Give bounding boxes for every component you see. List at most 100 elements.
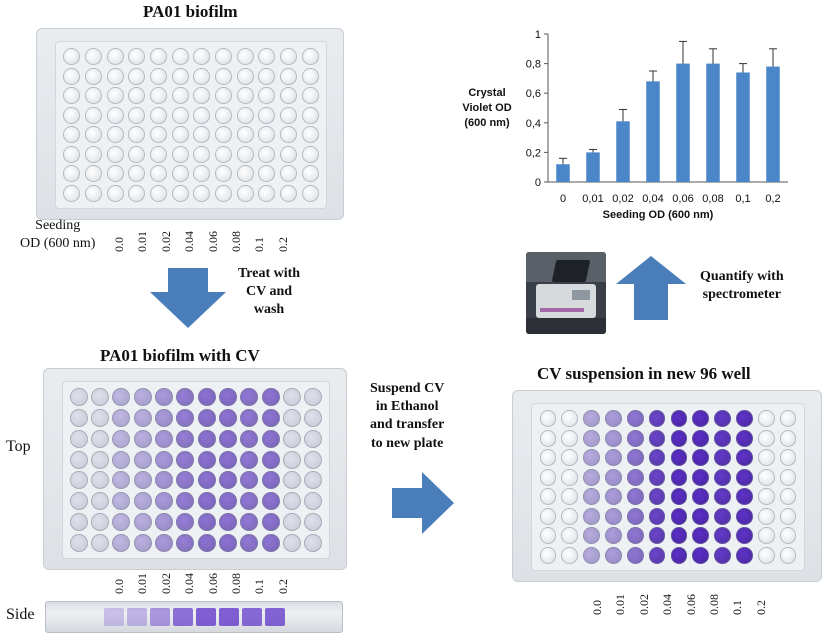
well	[714, 546, 731, 564]
well	[736, 527, 753, 545]
well	[648, 507, 666, 525]
well	[69, 450, 88, 469]
well	[261, 409, 280, 428]
well	[176, 492, 195, 511]
well	[583, 527, 600, 545]
well	[171, 145, 189, 163]
well	[670, 546, 688, 564]
plate3-title: CV suspension in new 96 well	[537, 364, 751, 383]
suspend-step-line: in Ethanol	[375, 399, 439, 415]
well	[112, 450, 131, 469]
well	[176, 388, 195, 407]
well	[261, 492, 280, 511]
well	[197, 450, 216, 469]
well	[283, 533, 301, 552]
well	[304, 388, 323, 407]
od-value-label: 0.02	[636, 594, 651, 615]
well	[626, 468, 644, 486]
well	[714, 429, 731, 447]
well	[301, 165, 319, 183]
well	[219, 450, 237, 469]
well	[583, 468, 600, 486]
od-value-label: 0.2	[275, 237, 290, 252]
well	[736, 507, 753, 525]
well	[171, 126, 189, 144]
plate2-title: PA01 biofilm with CV	[100, 346, 260, 365]
well	[63, 126, 81, 144]
suspend-step: Suspend CV in Ethanol and transfer to ne…	[370, 380, 444, 453]
well	[583, 507, 600, 525]
well	[561, 488, 579, 506]
well	[779, 449, 797, 467]
treat-step: Treat with CV and wash	[238, 265, 300, 320]
od-value-label: 0.0	[590, 600, 604, 615]
well	[757, 488, 775, 506]
well	[240, 429, 259, 448]
quantify-step-line: spectrometer	[702, 287, 781, 303]
well	[757, 527, 775, 545]
well	[605, 488, 622, 506]
od-value-label: 0.01	[613, 594, 628, 615]
well	[539, 429, 557, 447]
well	[150, 106, 167, 124]
well	[69, 492, 88, 511]
suspend-step-line: Suspend CV	[370, 381, 445, 396]
well	[561, 468, 579, 486]
well	[692, 449, 710, 467]
well	[280, 48, 297, 66]
well	[197, 471, 216, 490]
well	[215, 48, 232, 66]
y-tick-label: 0,4	[526, 118, 541, 130]
well	[91, 450, 109, 469]
well	[304, 533, 323, 552]
well	[85, 165, 102, 183]
well	[197, 388, 216, 407]
well	[193, 145, 211, 163]
well	[561, 507, 579, 525]
well	[219, 512, 237, 531]
well	[283, 450, 301, 469]
well	[714, 507, 731, 525]
chart-xlabel: Seeding OD (600 nm)	[603, 209, 714, 221]
side-well-band	[127, 608, 147, 626]
well	[69, 533, 88, 552]
y-tick-label: 0,8	[526, 59, 541, 71]
well	[304, 512, 323, 531]
well	[219, 471, 237, 490]
well	[133, 471, 152, 490]
seeding-label: Seeding OD (600 nm)	[20, 217, 95, 253]
well	[670, 449, 688, 467]
well	[304, 450, 323, 469]
well	[85, 145, 102, 163]
well	[736, 429, 753, 447]
bar	[676, 63, 690, 182]
side-well-band	[219, 608, 239, 626]
well	[736, 468, 753, 486]
well	[261, 512, 280, 531]
well	[779, 527, 797, 545]
well	[779, 546, 797, 564]
well	[280, 165, 297, 183]
well	[106, 126, 124, 144]
well	[106, 87, 124, 105]
well	[193, 165, 211, 183]
well	[215, 165, 232, 183]
well	[736, 546, 753, 564]
well	[605, 507, 622, 525]
well	[133, 512, 152, 531]
well	[176, 429, 195, 448]
well	[171, 184, 189, 202]
well	[539, 488, 557, 506]
well	[605, 449, 622, 467]
well	[692, 468, 710, 486]
plate3-image	[512, 390, 822, 582]
up-arrow-icon	[616, 256, 686, 320]
well	[757, 546, 775, 564]
well	[63, 165, 81, 183]
x-tick-label: 0,08	[702, 193, 723, 205]
well	[736, 449, 753, 467]
well	[236, 106, 254, 124]
well	[128, 145, 146, 163]
well	[261, 450, 280, 469]
well	[69, 388, 88, 407]
